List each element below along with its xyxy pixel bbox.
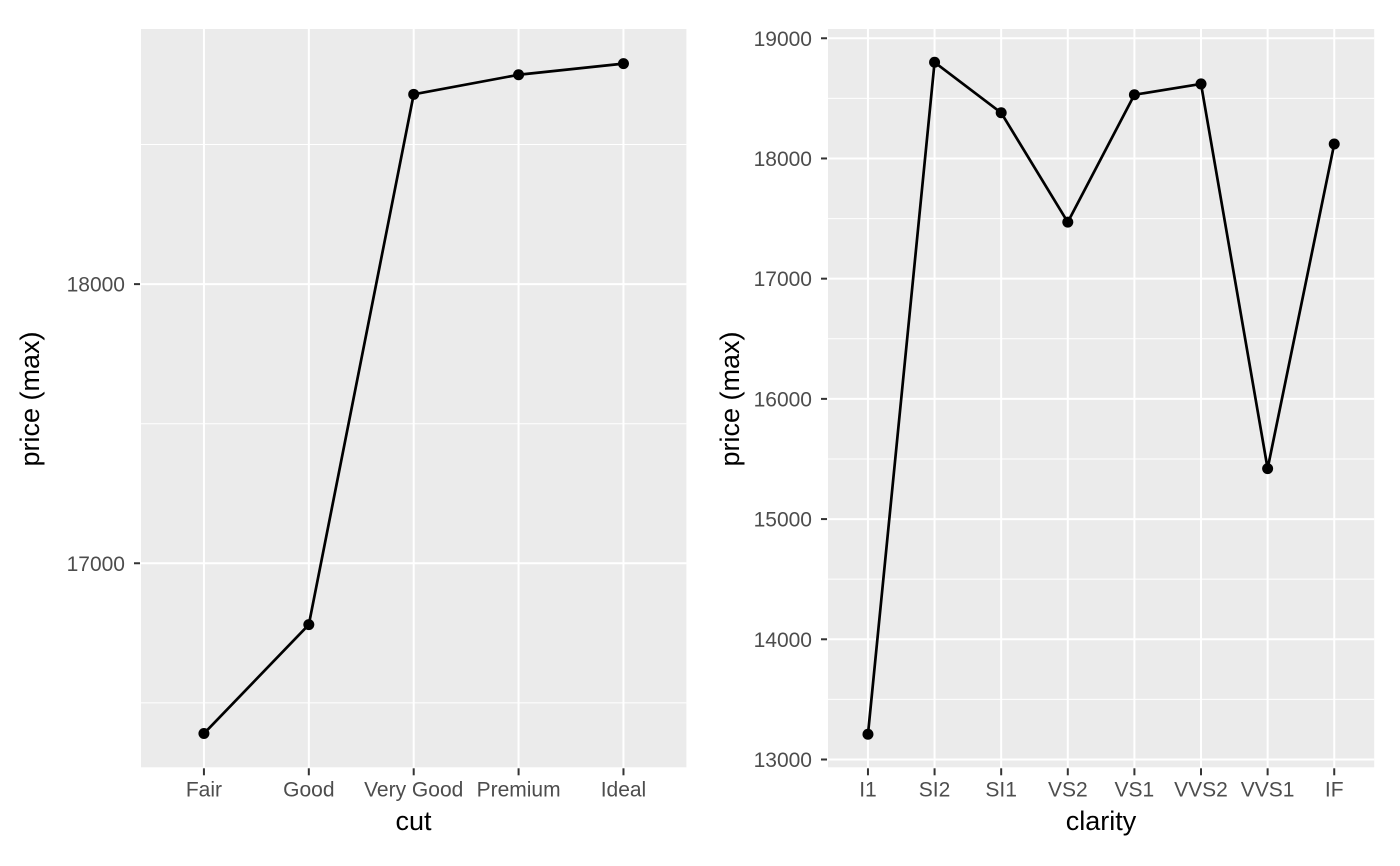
price-by-clarity-plot: 13000 14000 15000 16000 17000 18000 19000 I1 SI2… — [754, 28, 1375, 801]
x-tick-label: Fair — [186, 778, 222, 801]
clarity-axis-title: clarity — [1065, 806, 1137, 836]
cut-axis-title: cut — [395, 806, 432, 836]
y-tick-label: 18000 — [67, 274, 125, 297]
data-point — [1328, 138, 1340, 150]
right-price-axis-title: price (max) — [715, 331, 745, 467]
data-point — [995, 107, 1007, 119]
y-tick-label: 15000 — [754, 509, 812, 532]
x-tick-label: Premium — [477, 778, 561, 801]
y-tick-label: 13000 — [754, 749, 812, 772]
price-by-clarity-chart: 13000 14000 15000 16000 17000 18000 19000 I1 SI2… — [700, 0, 1400, 866]
data-point — [1195, 78, 1207, 90]
price-by-cut-chart: 17000 18000 Fair Good Very Good Premium Ideal … — [15, 29, 687, 836]
y-tick-label: 14000 — [754, 629, 812, 652]
x-tick-label: IF — [1325, 778, 1344, 801]
x-tick-label: VVS2 — [1174, 778, 1228, 801]
y-tick-label: 17000 — [67, 553, 125, 576]
x-tick-label: Very Good — [364, 778, 463, 801]
data-point — [1062, 216, 1074, 228]
y-tick-label: 19000 — [754, 28, 812, 51]
data-point — [929, 56, 941, 68]
data-point — [513, 69, 525, 81]
y-tick-label: 18000 — [754, 148, 812, 171]
data-point — [617, 58, 629, 70]
x-tick-label: VVS1 — [1241, 778, 1295, 801]
data-point — [862, 728, 874, 740]
x-tick-label: I1 — [859, 778, 877, 801]
y-tick-label: 16000 — [754, 388, 812, 411]
data-point — [1128, 89, 1140, 101]
price-by-cut-plot: 17000 18000 Fair Good Very Good Premium Ideal — [67, 29, 687, 801]
data-line — [866, 60, 1336, 735]
data-point — [408, 88, 420, 100]
x-tick-label: SI1 — [985, 778, 1017, 801]
left-price-axis-title: price (max) — [15, 331, 45, 467]
data-point — [303, 619, 315, 631]
x-tick-label: SI2 — [919, 778, 951, 801]
x-tick-label: Good — [283, 778, 334, 801]
data-point — [198, 728, 210, 740]
x-tick-label: VS2 — [1048, 778, 1088, 801]
x-tick-label: VS1 — [1115, 778, 1155, 801]
data-point — [1262, 463, 1274, 475]
x-tick-label: Ideal — [601, 778, 647, 801]
y-tick-label: 17000 — [754, 268, 812, 291]
